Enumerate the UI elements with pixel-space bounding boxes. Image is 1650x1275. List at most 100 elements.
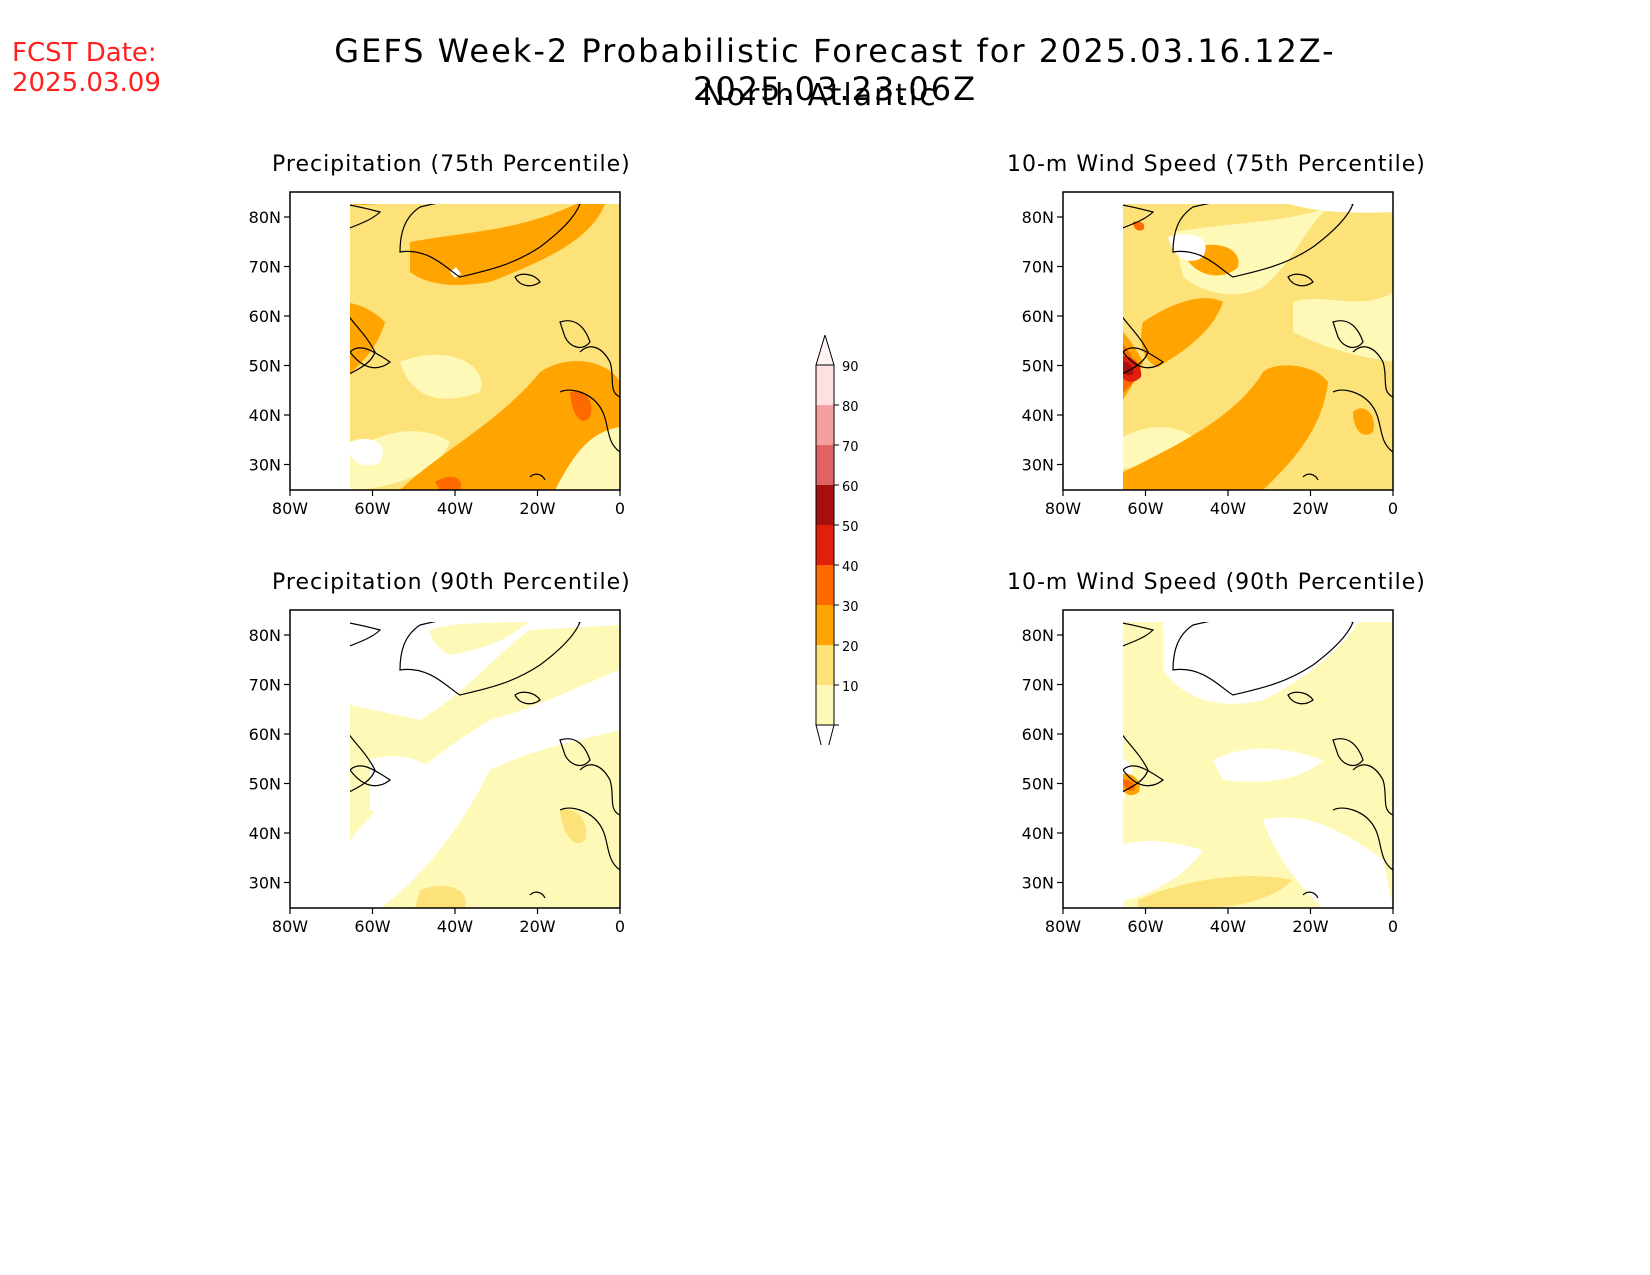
panel-title-wind-90: 10-m Wind Speed (90th Percentile): [1007, 570, 1426, 595]
lon-tick-label: 40W: [1210, 917, 1246, 936]
lon-tick-label: 0: [615, 917, 625, 936]
panel-title-wind-75: 10-m Wind Speed (75th Percentile): [1007, 152, 1426, 177]
lat-tick-label: 60N: [1022, 307, 1054, 326]
shade-30-40: [1123, 365, 1328, 490]
coastline: [350, 622, 382, 647]
lon-tick-label: 20W: [519, 499, 555, 518]
coastline: [350, 316, 376, 375]
coastline: [1123, 622, 1155, 647]
lat-tick-label: 60N: [249, 725, 281, 744]
shade-30-40: [1078, 632, 1093, 652]
lon-tick-label: 80W: [1045, 499, 1081, 518]
coastline: [1123, 347, 1165, 369]
shade-lt10: [1263, 817, 1393, 908]
map-wind-75th: 80N 70N 60N 50N 40N 30N 80W 60W 40W 20W 0: [1022, 191, 1398, 518]
map-wind-90th: 80N 70N 60N 50N 40N 30N 80W 60W 40W 20W 0: [1022, 609, 1398, 936]
coastline: [1332, 738, 1364, 767]
lat-tick-label: 50N: [249, 775, 281, 794]
lon-tick-label: 80W: [272, 917, 308, 936]
colorbar-swatch: [816, 405, 834, 445]
coastline: [579, 346, 621, 398]
lat-tick-label: 30N: [1022, 456, 1054, 475]
shade-lt10: [1163, 622, 1359, 704]
shade-30-40: [400, 361, 620, 490]
coastline: [529, 891, 546, 899]
coastline: [559, 389, 621, 453]
lat-tick-label: 80N: [249, 208, 281, 227]
colorbar-label: 70: [842, 440, 859, 455]
coastline: [559, 807, 621, 871]
shade-10-20: [430, 622, 528, 655]
shade-10-20: [1293, 292, 1393, 362]
lon-tick-label: 40W: [437, 499, 473, 518]
lon-tick-label: 0: [615, 499, 625, 518]
map-precip-90th: 80N 70N 60N 50N 40N 30N 80W 60W 40W 20W 0: [249, 609, 625, 936]
fcst-date-label: FCST Date: 2025.03.09: [12, 38, 161, 98]
shade-10-20: [380, 730, 620, 908]
colorbar-label: 30: [842, 600, 859, 615]
shade-30-40: [350, 303, 385, 374]
shade-30-40: [1141, 298, 1223, 367]
coastline: [1352, 764, 1394, 816]
shade-30-40: [410, 204, 605, 285]
coastline: [1332, 320, 1364, 349]
shade-20-30: [560, 809, 586, 844]
lat-tick-label: 40N: [1022, 406, 1054, 425]
colorbar-frame: [815, 364, 835, 726]
lon-tick-label: 60W: [1127, 917, 1163, 936]
coastline: [514, 273, 541, 287]
fcst-date: 2025.03.09: [12, 68, 161, 98]
shade-10-20: [1123, 427, 1193, 469]
lon-tick-label: 20W: [1292, 499, 1328, 518]
shade-70-80: [308, 217, 315, 223]
shade-40-50: [1133, 221, 1145, 231]
lat-tick-label: 50N: [1022, 775, 1054, 794]
shade-lt10: [1213, 748, 1323, 782]
colorbar-label: 50: [842, 520, 859, 535]
lat-tick-label: 70N: [1022, 258, 1054, 277]
shade-20-30: [415, 886, 466, 908]
lon-tick-label: 60W: [354, 499, 390, 518]
coastline: [1302, 473, 1319, 481]
coastline: [1332, 807, 1394, 871]
shade-40-50: [435, 476, 461, 490]
coastline: [399, 622, 581, 696]
colorbar-swatch: [816, 365, 834, 405]
lon-tick-label: 60W: [1127, 499, 1163, 518]
lat-tick-label: 80N: [1022, 626, 1054, 645]
coastline: [1352, 346, 1394, 398]
lon-tick-label: 20W: [519, 917, 555, 936]
colorbar-swatch: [816, 485, 834, 525]
coastline: [559, 320, 591, 349]
shade-20-30: [1138, 876, 1293, 908]
shade-10-20: [290, 342, 330, 490]
colorbar-label: 60: [842, 480, 859, 495]
coastline: [350, 347, 392, 369]
colorbar-swatch: [816, 645, 834, 685]
coastline: [559, 738, 591, 767]
coastline: [350, 204, 382, 229]
shade-30-40: [1353, 408, 1374, 435]
shade-40-50: [1078, 214, 1093, 237]
coastline: [529, 473, 546, 481]
lat-tick-label: 80N: [1022, 208, 1054, 227]
lon-tick-label: 40W: [1210, 499, 1246, 518]
lat-tick-label: 80N: [249, 626, 281, 645]
shade-30-40: [350, 204, 376, 205]
shade-10-20: [400, 354, 482, 399]
coastline: [350, 765, 392, 787]
lon-tick-label: 60W: [354, 917, 390, 936]
panel-title-precip-90: Precipitation (90th Percentile): [272, 570, 631, 595]
lat-tick-label: 30N: [249, 874, 281, 893]
colorbar-swatch: [816, 525, 834, 565]
lat-tick-label: 40N: [249, 824, 281, 843]
shade-40-50: [1123, 779, 1135, 791]
shade-40-50: [300, 212, 320, 230]
shade-50-60: [304, 215, 317, 226]
lat-tick-label: 70N: [1022, 676, 1054, 695]
shade-40-50: [570, 391, 592, 421]
coastline: [1123, 204, 1155, 229]
coastline: [399, 204, 581, 278]
lat-tick-label: 50N: [249, 357, 281, 376]
lon-tick-label: 80W: [272, 499, 308, 518]
